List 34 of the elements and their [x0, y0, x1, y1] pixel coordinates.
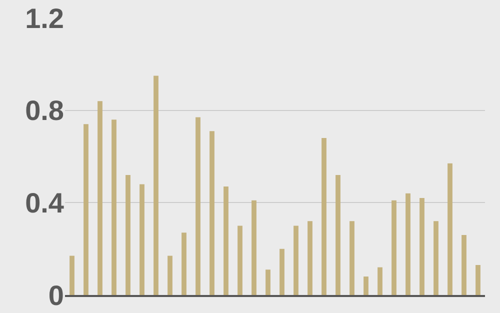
- bar: [476, 264, 480, 295]
- bar: [224, 186, 228, 295]
- bar: [112, 120, 116, 295]
- bar: [266, 270, 270, 295]
- bar: [140, 184, 144, 295]
- bar: [126, 174, 130, 295]
- bar: [420, 198, 424, 295]
- bar: [294, 226, 298, 295]
- bar: [322, 138, 326, 295]
- bar: [84, 124, 88, 295]
- bar: [378, 267, 382, 295]
- bar: [182, 232, 186, 295]
- y-tick-label: 0.4: [25, 187, 64, 218]
- bar: [364, 276, 368, 295]
- bar: [434, 221, 438, 295]
- y-tick-label: 0.8: [25, 95, 64, 126]
- bar: [196, 117, 200, 295]
- bar: [168, 256, 172, 295]
- bar: [238, 226, 242, 295]
- bar: [98, 101, 102, 295]
- bar: [336, 174, 340, 295]
- bar: [210, 131, 214, 295]
- bar: [350, 221, 354, 295]
- bar: [462, 234, 466, 295]
- bar: [406, 193, 410, 295]
- bar: [392, 200, 396, 295]
- bar: [154, 76, 158, 295]
- bar: [308, 221, 312, 295]
- bar: [252, 200, 256, 295]
- bar: [448, 163, 452, 295]
- bar: [280, 248, 284, 295]
- bar: [70, 256, 74, 295]
- y-tick-label: 0: [48, 280, 64, 311]
- y-tick-label: 1.2: [25, 2, 64, 34]
